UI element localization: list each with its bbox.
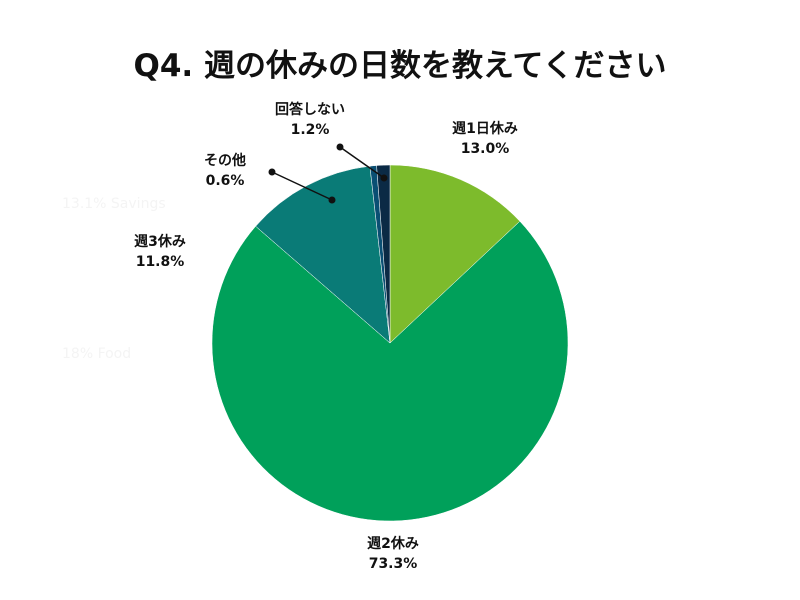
pie-slices bbox=[211, 164, 569, 522]
slice-label-4: その他 0.6% bbox=[204, 152, 246, 189]
pie-slice-3 bbox=[255, 165, 391, 344]
slice-labels: 週1日休み 13.0% 週2休み 73.3% 週3休み 11.8% その他 0.6% 回答しない… bbox=[134, 101, 518, 572]
leader-dot-5-2 bbox=[380, 174, 388, 182]
slice-value-label: 73.3% bbox=[369, 556, 418, 572]
leader-lines bbox=[268, 143, 388, 204]
leader-dot-4-1 bbox=[268, 168, 276, 176]
leader-line-4 bbox=[271, 171, 333, 201]
slice-category-label: 週1日休み bbox=[452, 120, 518, 137]
slice-label-3: 週3休み 11.8% bbox=[134, 233, 186, 270]
background-text-savings: 13.1% Savings bbox=[62, 196, 166, 212]
slice-value-label: 11.8% bbox=[136, 254, 185, 270]
slice-label-2: 週2休み 73.3% bbox=[367, 535, 419, 572]
slice-label-1: 週1日休み 13.0% bbox=[452, 120, 518, 157]
slice-value-label: 0.6% bbox=[206, 173, 245, 189]
slice-category-label: 週2休み bbox=[367, 535, 419, 552]
slice-category-label: その他 bbox=[204, 152, 246, 169]
slice-label-5: 回答しない 1.2% bbox=[275, 101, 345, 138]
pie-slice-5 bbox=[376, 164, 391, 344]
leader-line-5 bbox=[339, 146, 385, 179]
background-text-food: 18% Food bbox=[62, 346, 131, 362]
slice-value-label: 1.2% bbox=[291, 122, 330, 138]
slice-value-label: 13.0% bbox=[461, 141, 510, 157]
pie-slice-2 bbox=[211, 220, 569, 522]
slice-category-label: 回答しない bbox=[275, 101, 345, 118]
slice-category-label: 週3休み bbox=[134, 233, 186, 250]
chart-title: Q4. 週の休みの日数を教えてください bbox=[133, 48, 667, 84]
leader-dot-5-1 bbox=[336, 143, 344, 151]
leader-dot-4-2 bbox=[328, 196, 336, 204]
pie-slice-1 bbox=[389, 164, 521, 344]
